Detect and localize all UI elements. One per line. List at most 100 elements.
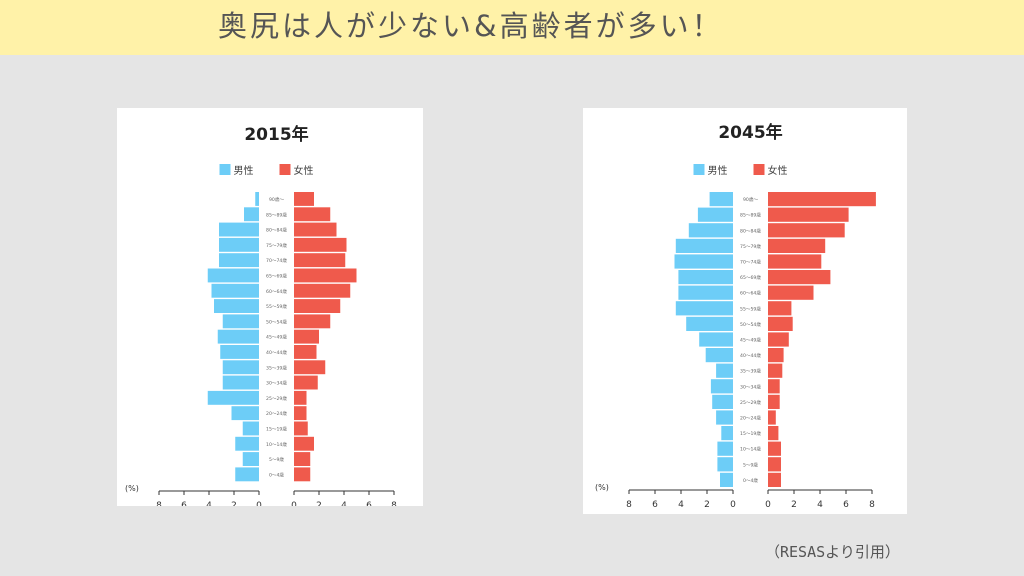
age-label-2: 80～84歳: [266, 227, 287, 234]
legend-swatch-female: [753, 164, 765, 175]
bar-male-5: [678, 270, 733, 285]
bar-female-7: [768, 301, 792, 316]
bar-female-15: [294, 421, 308, 436]
bar-male-11: [716, 363, 733, 378]
population-pyramid-2015: 2015年 男性 女性 90歳～ 85～89歳 80～84歳 75～79歳 70～74歳 65～…: [117, 108, 423, 506]
bar-female-6: [294, 283, 351, 298]
bar-female-10: [768, 348, 784, 363]
bar-male-15: [242, 421, 259, 436]
bar-female-17: [768, 457, 781, 472]
bar-female-5: [768, 270, 831, 285]
age-label-13: 25～29歳: [740, 399, 761, 406]
tick-label-female-3: 6: [843, 500, 849, 510]
bar-male-14: [231, 406, 259, 421]
bar-male-17: [242, 452, 259, 466]
unit-label: (%): [595, 483, 609, 492]
age-label-6: 60～64歳: [266, 288, 287, 295]
bar-male-0: [255, 192, 259, 206]
age-label-1: 85～89歳: [266, 211, 287, 218]
bar-male-3: [675, 238, 733, 253]
bar-female-17: [294, 452, 311, 466]
bar-female-9: [294, 329, 319, 344]
bar-male-6: [211, 283, 259, 298]
bar-female-2: [768, 223, 845, 238]
bar-male-7: [675, 301, 733, 316]
bar-female-6: [768, 285, 814, 300]
bar-male-7: [214, 299, 259, 313]
tick-label-female-4: 8: [391, 501, 397, 506]
legend-swatch-male: [219, 164, 231, 175]
bar-female-8: [294, 314, 331, 329]
bar-male-2: [219, 222, 259, 237]
legend-swatch-male: [693, 164, 705, 175]
tick-label-female-0: 0: [291, 501, 297, 506]
bar-female-16: [294, 436, 314, 451]
bar-male-15: [721, 426, 733, 441]
age-label-13: 25～29歳: [266, 395, 287, 402]
source-note: （RESASより引用）: [765, 543, 900, 561]
tick-label-male-4: 0: [256, 501, 262, 506]
bar-female-0: [294, 192, 314, 206]
bar-male-10: [220, 345, 259, 359]
bar-female-12: [768, 379, 780, 394]
age-label-15: 15～19歳: [740, 430, 761, 437]
bar-female-1: [294, 207, 331, 222]
tick-label-female-3: 6: [366, 501, 372, 506]
age-label-16: 10～14歳: [266, 441, 287, 448]
age-label-7: 55～59歳: [740, 305, 761, 312]
bar-male-10: [705, 348, 733, 363]
bar-male-1: [244, 207, 259, 222]
bar-male-12: [222, 375, 259, 390]
tick-label-male-0: 8: [156, 501, 162, 506]
age-label-7: 55～59歳: [266, 303, 287, 310]
age-label-17: 5～9歳: [743, 461, 758, 468]
age-label-5: 65～69歳: [266, 272, 287, 279]
bar-male-14: [716, 410, 733, 425]
tick-label-female-0: 0: [765, 500, 771, 510]
tick-label-female-4: 8: [869, 500, 875, 510]
age-label-11: 35～39歳: [740, 368, 761, 375]
unit-label: (%): [125, 484, 139, 493]
age-label-17: 5～9歳: [269, 456, 284, 463]
bar-male-8: [686, 316, 733, 331]
age-label-5: 65～69歳: [740, 274, 761, 281]
top-banner: 奥尻は人が少ない&高齢者が多い！: [0, 0, 1024, 55]
bar-female-18: [768, 472, 781, 487]
bar-male-5: [207, 268, 259, 283]
bar-female-14: [294, 406, 307, 421]
legend-label-male: 男性: [234, 164, 254, 177]
tick-label-male-0: 8: [626, 500, 632, 510]
chart-title: 2015年: [244, 124, 308, 145]
tick-label-male-4: 0: [730, 500, 736, 510]
bar-male-4: [219, 253, 259, 268]
tick-label-male-1: 6: [181, 501, 187, 506]
tick-label-male-3: 2: [704, 500, 710, 510]
age-label-18: 0～4歳: [269, 471, 284, 478]
tick-label-female-2: 4: [817, 500, 823, 510]
bar-female-10: [294, 345, 317, 359]
bar-female-15: [768, 426, 779, 441]
tick-label-male-2: 4: [206, 501, 212, 506]
age-label-14: 20～24歳: [740, 415, 761, 422]
bar-male-4: [674, 254, 733, 269]
age-label-10: 40～44歳: [266, 349, 287, 356]
age-label-8: 50～54歳: [266, 318, 287, 325]
age-label-11: 35～39歳: [266, 364, 287, 371]
age-label-18: 0～4歳: [743, 477, 758, 484]
age-label-3: 75～79歳: [740, 243, 761, 250]
bar-male-18: [720, 472, 733, 487]
bar-male-9: [699, 332, 733, 347]
age-label-0: 90歳～: [269, 196, 284, 203]
bar-male-1: [697, 207, 733, 222]
bar-female-8: [768, 316, 793, 331]
bar-female-1: [768, 207, 849, 222]
bar-male-6: [678, 285, 733, 300]
bar-male-3: [219, 237, 259, 252]
age-label-1: 85～89歳: [740, 212, 761, 219]
bar-female-7: [294, 299, 341, 313]
age-label-10: 40～44歳: [740, 352, 761, 359]
age-label-4: 70～74歳: [740, 259, 761, 266]
age-label-0: 90歳～: [743, 196, 758, 203]
